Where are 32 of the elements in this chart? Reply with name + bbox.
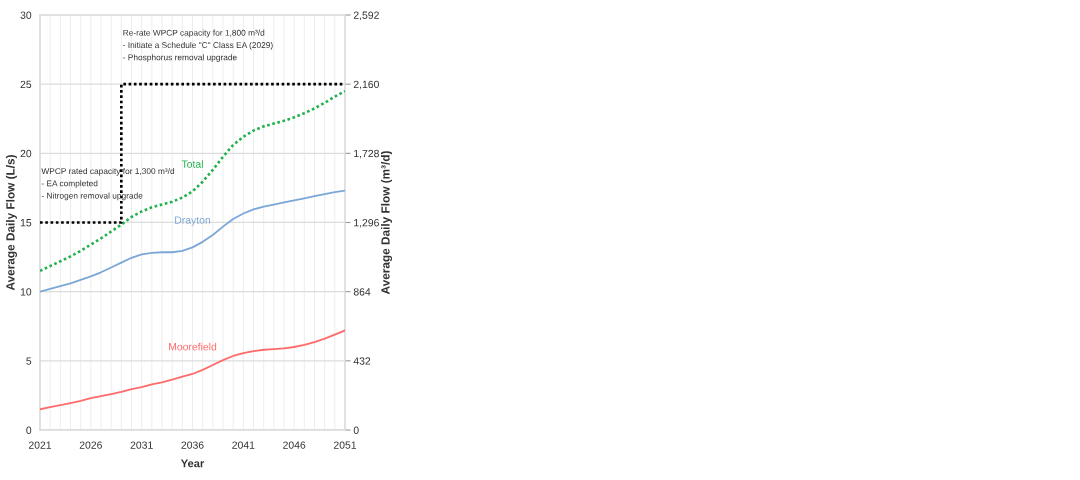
y2-tick-label: 2,160 xyxy=(353,80,379,90)
y2-tick-label: 432 xyxy=(353,357,371,365)
x-tick-label: 2036 xyxy=(181,441,204,449)
y-tick-label: 25 xyxy=(20,80,32,89)
y-axis-title: Average Daily Flow (L/s) xyxy=(5,155,17,291)
x-tick-label: 2041 xyxy=(232,441,255,449)
x-tick-label: 2046 xyxy=(283,441,306,449)
y2-tick-label: 1,296 xyxy=(354,219,379,228)
x-tick-label: 2051 xyxy=(333,441,357,449)
annotation: Re-rate WPCP capacity for 1,800 m³/d - Initiate a Schedule "C" Class EA (2029) - Phosphorus removal upgrade xyxy=(123,29,273,62)
line-series xyxy=(40,329,345,411)
series-label: Moorefield xyxy=(169,342,217,351)
x-tick-label: 2021 xyxy=(28,441,52,449)
y2-tick-label: 2,592 xyxy=(353,11,379,21)
series-label: Total xyxy=(181,160,203,168)
line-series xyxy=(40,189,345,293)
y-tick-label: 20 xyxy=(20,149,32,158)
y-tick-label: 0 xyxy=(26,426,32,434)
x-axis-title: Year xyxy=(180,459,205,468)
line-series xyxy=(40,89,345,273)
x-tick-label: 2026 xyxy=(79,441,102,449)
y-tick-label: 10 xyxy=(20,288,32,296)
x-tick-label: 2031 xyxy=(130,441,153,449)
y2-tick-label: 864 xyxy=(353,288,371,296)
y-tick-label: 15 xyxy=(20,219,32,227)
y2-axis-title: Average Daily Flow (m³/d) xyxy=(381,151,393,295)
y2-tick-label: 0 xyxy=(353,426,359,434)
y2-tick-label: 1,728 xyxy=(354,149,379,159)
annotation: WPCP rated capacity for 1,300 m³/d - EA completed - Nitrogen removal upgrade xyxy=(41,167,175,201)
y-tick-label: 5 xyxy=(26,357,32,365)
series-label: Drayton xyxy=(175,216,211,226)
y-tick-label: 30 xyxy=(20,11,32,19)
